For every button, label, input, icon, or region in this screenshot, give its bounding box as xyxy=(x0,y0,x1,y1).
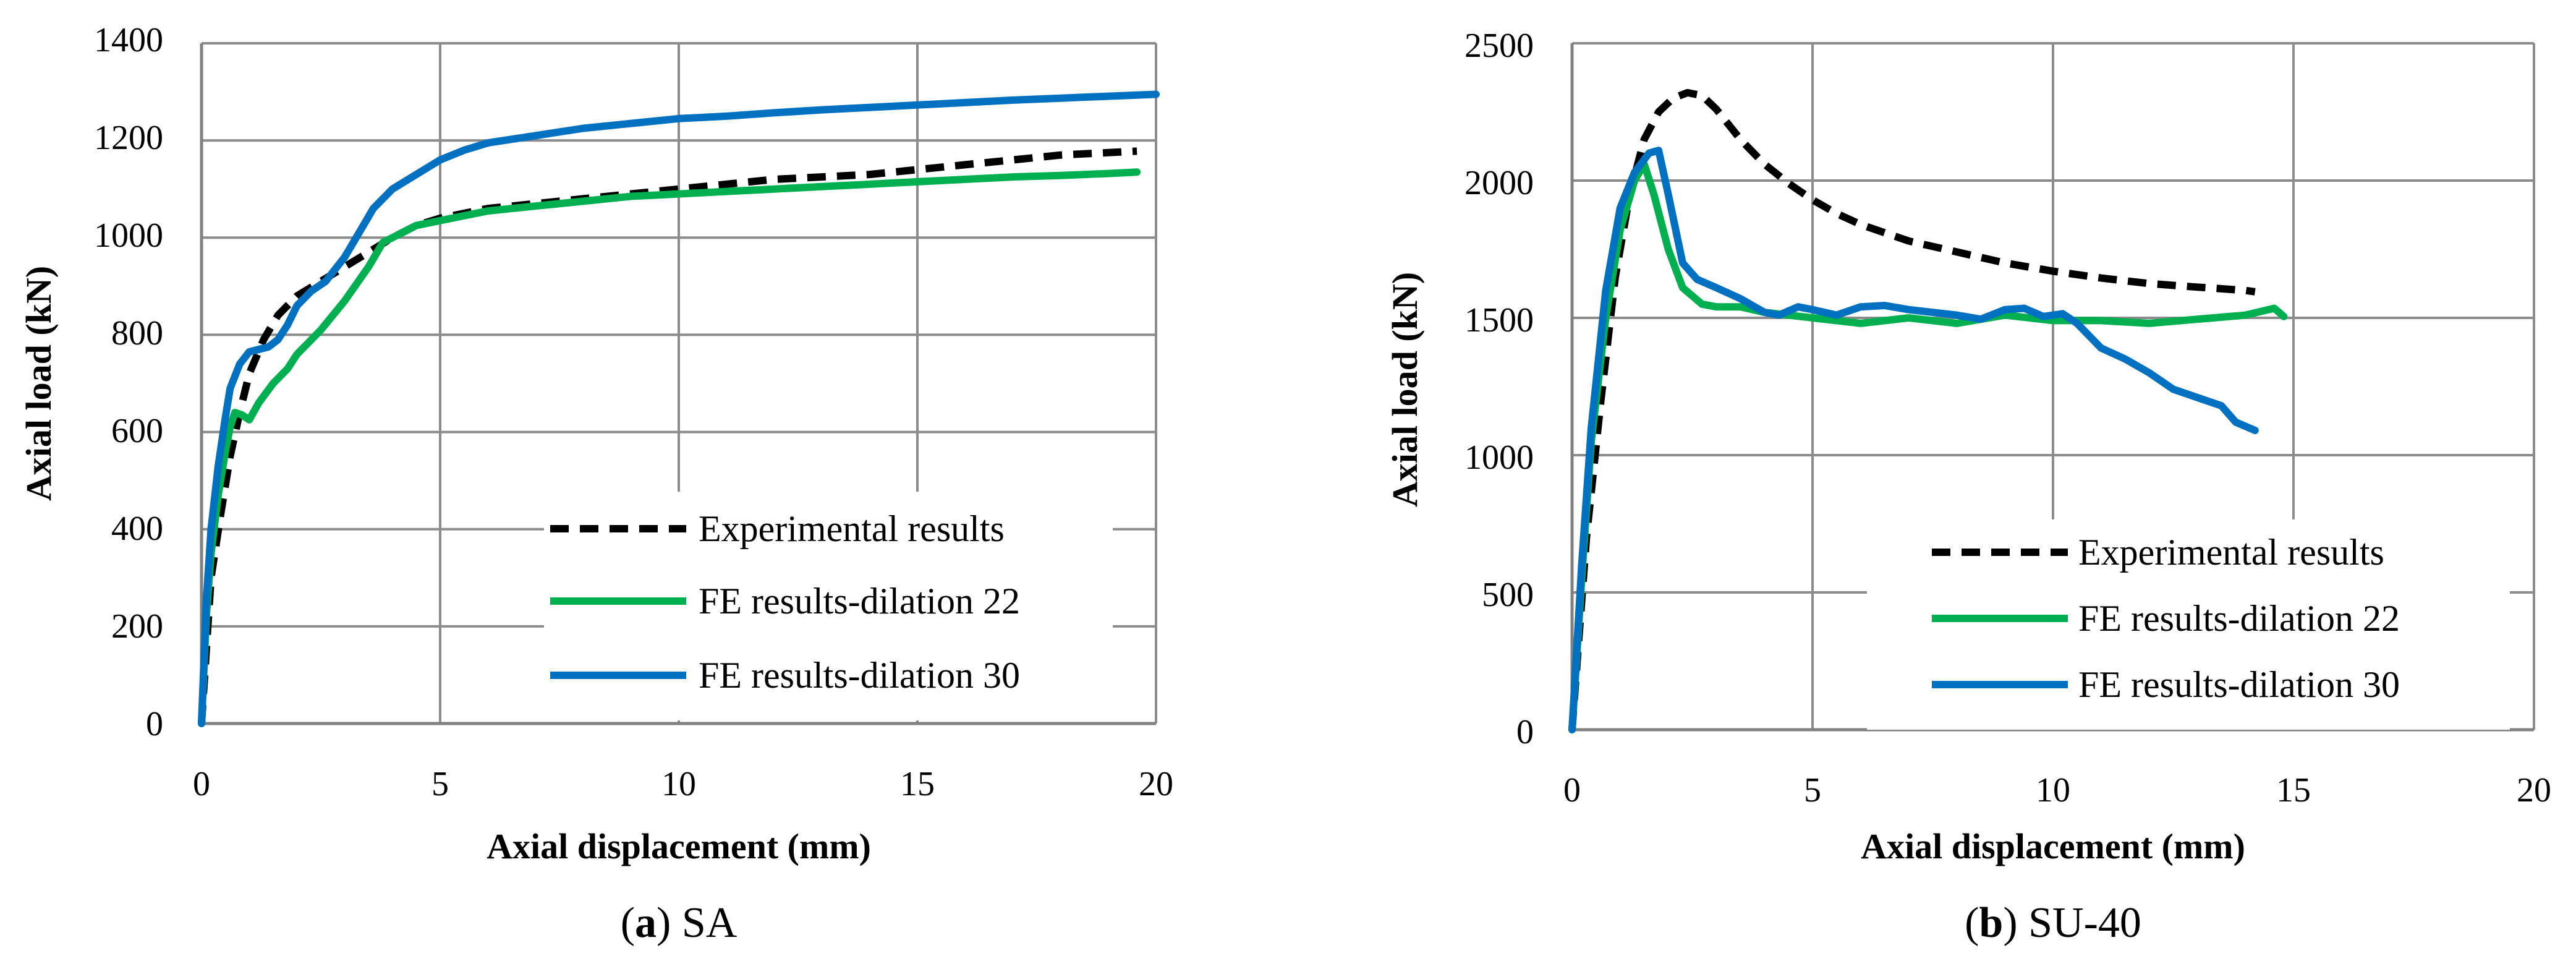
x-axis-title: Axial displacement (mm) xyxy=(1861,826,2245,866)
grid-lines-a xyxy=(200,42,1157,725)
y-tick-label: 200 xyxy=(111,607,163,646)
panel-label: b xyxy=(1979,899,2003,947)
panel-caption-text: SU-40 xyxy=(2028,899,2141,947)
y-tick-label: 0 xyxy=(146,705,163,743)
legend-label: FE results-dilation 22 xyxy=(699,581,1020,621)
y-tick-label: 1000 xyxy=(1464,438,1534,477)
y-tick-label: 1400 xyxy=(94,21,163,59)
x-tick-labels-b: 0 5 10 15 20 xyxy=(1563,771,2551,809)
y-tick-label: 2500 xyxy=(1464,27,1534,65)
y-tick-label: 600 xyxy=(111,412,163,450)
x-tick-label: 10 xyxy=(661,765,696,803)
x-tick-label: 0 xyxy=(193,765,210,803)
chart-panel-a: 0 5 10 15 20 0 200 400 600 800 1000 1200… xyxy=(19,21,1173,947)
chart-panel-b: 0 5 10 15 20 0 500 1000 1500 2000 2500 A… xyxy=(1385,27,2551,947)
x-tick-label: 0 xyxy=(1563,771,1581,809)
series-dilation-22-line xyxy=(198,168,1141,727)
legend-label: FE results-dilation 30 xyxy=(2078,664,2400,705)
y-axis-title: Axial load (kN) xyxy=(1385,272,1425,507)
panel-caption-text: SA xyxy=(682,899,738,947)
panel-caption: (b) SU-40 xyxy=(1965,899,2141,947)
x-tick-label: 5 xyxy=(431,765,449,803)
series-lines-a xyxy=(198,90,1160,727)
y-tick-label: 1200 xyxy=(94,119,163,157)
panel-caption: (a) SA xyxy=(621,899,738,947)
y-tick-labels-a: 0 200 400 600 800 1000 1200 1400 xyxy=(94,21,163,743)
legend-a: Experimental results FE results-dilation… xyxy=(544,492,1113,720)
y-tick-label: 500 xyxy=(1482,576,1534,614)
y-tick-label: 1000 xyxy=(94,216,163,255)
legend-label: FE results-dilation 22 xyxy=(2078,598,2400,639)
y-tick-label: 800 xyxy=(111,314,163,352)
legend-label: Experimental results xyxy=(699,508,1005,549)
legend-label: FE results-dilation 30 xyxy=(699,655,1020,696)
x-tick-labels-a: 0 5 10 15 20 xyxy=(193,765,1173,803)
series-lines-b xyxy=(1568,88,2288,733)
legend-background xyxy=(544,492,1113,720)
y-tick-label: 1500 xyxy=(1464,301,1534,340)
panel-label: a xyxy=(635,899,657,947)
legend-b: Experimental results FE results-dilation… xyxy=(1867,519,2510,730)
legend-label: Experimental results xyxy=(2078,532,2384,573)
y-tick-labels-b: 0 500 1000 1500 2000 2500 xyxy=(1464,27,1534,751)
y-tick-label: 0 xyxy=(1516,713,1534,751)
x-tick-label: 15 xyxy=(2276,771,2311,809)
x-tick-label: 20 xyxy=(1139,765,1173,803)
y-tick-label: 2000 xyxy=(1464,164,1534,202)
series-dilation-30-line xyxy=(1568,147,2259,733)
x-tick-label: 5 xyxy=(1804,771,1821,809)
y-axis-title: Axial load (kN) xyxy=(19,266,59,501)
x-tick-label: 15 xyxy=(900,765,935,803)
y-tick-label: 400 xyxy=(111,510,163,548)
series-dilation-30-line xyxy=(198,90,1160,727)
x-tick-label: 10 xyxy=(2036,771,2070,809)
x-tick-label: 20 xyxy=(2517,771,2551,809)
x-axis-title: Axial displacement (mm) xyxy=(487,826,871,866)
